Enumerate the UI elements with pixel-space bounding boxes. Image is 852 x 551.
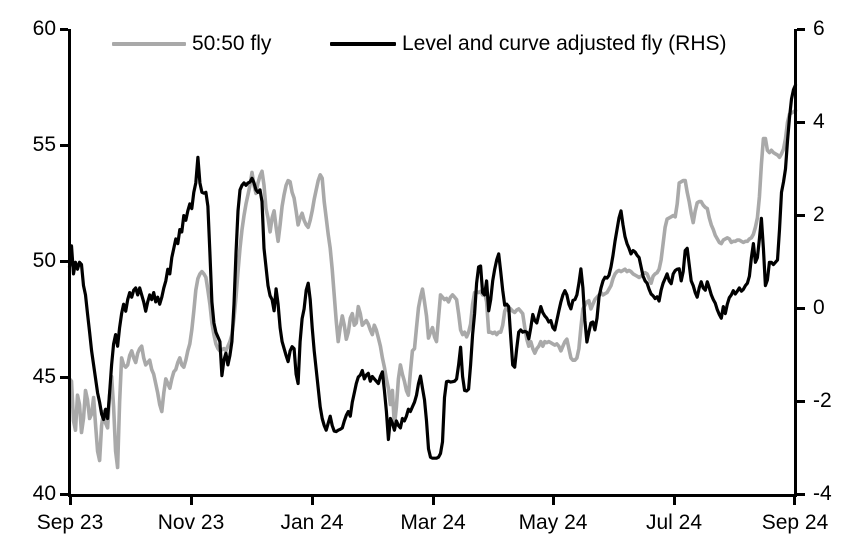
x-axis-label-nov23: Nov 23: [157, 511, 225, 534]
right-tick: [797, 493, 805, 496]
legend-line-sample-5050-fly: [112, 42, 186, 46]
right-axis-label-0: 0: [813, 296, 825, 319]
series-level-curve-adjusted-fly-line: [67, 83, 798, 460]
left-y-axis: [68, 29, 71, 497]
left-tick: [60, 28, 68, 31]
x-tick: [190, 497, 193, 505]
right-axis-label-4: 4: [813, 110, 825, 133]
left-tick: [60, 376, 68, 379]
x-tick: [793, 497, 796, 505]
series-5050-fly-line: [67, 108, 798, 470]
left-axis-label-40: 40: [32, 482, 56, 505]
x-axis-label-sep24: Sep 24: [761, 511, 829, 534]
right-axis-label-m4: -4: [813, 482, 832, 505]
left-tick: [60, 260, 68, 263]
legend-line-sample-adjusted-fly: [330, 42, 396, 46]
x-tick: [552, 497, 555, 505]
x-axis: [68, 494, 797, 497]
right-tick: [797, 307, 805, 310]
right-tick: [797, 400, 805, 403]
left-axis-label-55: 55: [32, 133, 56, 156]
x-axis-label-mar24: Mar 24: [400, 511, 466, 534]
x-tick: [69, 497, 72, 505]
right-tick: [797, 121, 805, 124]
x-axis-label-jan24: Jan 24: [280, 511, 344, 534]
right-tick: [797, 28, 805, 31]
legend-label-5050-fly: 50:50 fly: [192, 32, 272, 55]
right-y-axis: [794, 29, 797, 497]
right-axis-label-6: 6: [813, 17, 825, 40]
right-tick: [797, 214, 805, 217]
left-tick: [60, 493, 68, 496]
x-axis-label-may24: May 24: [518, 511, 588, 534]
x-tick: [432, 497, 435, 505]
x-tick: [673, 497, 676, 505]
right-axis-label-2: 2: [813, 203, 825, 226]
left-axis-label-50: 50: [32, 249, 56, 272]
left-axis-label-60: 60: [32, 17, 56, 40]
x-axis-label-jul24: Jul 24: [645, 511, 703, 534]
x-tick: [311, 497, 314, 505]
left-tick: [60, 144, 68, 147]
legend-label-adjusted-fly: Level and curve adjusted fly (RHS): [402, 32, 727, 55]
right-axis-label-m2: -2: [813, 389, 832, 412]
x-axis-label-sep23: Sep 23: [36, 511, 104, 534]
left-axis-label-45: 45: [32, 365, 56, 388]
legend: 50:50 fly Level and curve adjusted fly (…: [0, 31, 852, 59]
